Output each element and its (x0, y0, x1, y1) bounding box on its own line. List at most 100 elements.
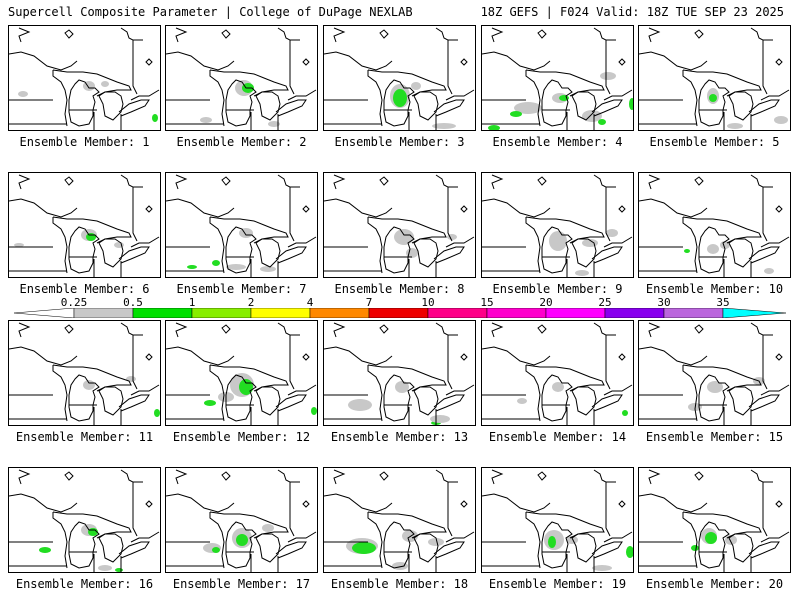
ensemble-map-13 (323, 320, 476, 426)
ensemble-member-label: Ensemble Member: 5 (649, 135, 780, 149)
ensemble-member-label: Ensemble Member: 11 (15, 430, 154, 444)
colorbar-tick-label: 15 (480, 296, 494, 309)
colorbar-segment (604, 308, 665, 318)
colorbar-tick-label: 30 (657, 296, 671, 309)
scp-contour-low (101, 81, 109, 87)
scp-contour-low (575, 270, 589, 276)
ensemble-map-14 (481, 320, 634, 426)
scp-contour-high (152, 114, 158, 122)
color-scale-bar (14, 308, 786, 318)
colorbar-left-arrow (14, 308, 75, 318)
colorbar-segment (368, 308, 429, 318)
ensemble-map-5 (638, 25, 791, 131)
colorbar-segment (191, 308, 252, 318)
scp-contour-low (406, 248, 418, 258)
map-svg (482, 174, 633, 277)
scp-contour-low (126, 376, 136, 382)
ensemble-member-label: Ensemble Member: 16 (15, 577, 154, 591)
ensemble-map-16 (8, 467, 161, 573)
ensemble-member-label: Ensemble Member: 1 (19, 135, 150, 149)
ensemble-map-11 (8, 320, 161, 426)
scp-contour-high (204, 400, 216, 406)
scp-contour-low (411, 82, 421, 90)
scp-contour-low (566, 536, 578, 544)
scp-contour-high (548, 536, 556, 548)
ensemble-member-label: Ensemble Member: 15 (645, 430, 784, 444)
map-svg (324, 322, 475, 425)
ensemble-map-18 (323, 467, 476, 573)
scp-contour-high (39, 547, 51, 553)
colorbar-segment (309, 308, 370, 318)
scp-contour-low (18, 91, 28, 97)
scp-contour-high (684, 249, 690, 253)
ensemble-map-9 (481, 172, 634, 278)
ensemble-member-label: Ensemble Member: 10 (645, 282, 784, 296)
ensemble-map-6 (8, 172, 161, 278)
ensemble-member-label: Ensemble Member: 18 (330, 577, 469, 591)
ensemble-map-19 (481, 467, 634, 573)
ensemble-map-2 (165, 25, 318, 131)
ensemble-member-label: Ensemble Member: 6 (19, 282, 150, 296)
ensemble-map-20 (638, 467, 791, 573)
scp-contour-high (187, 265, 197, 269)
ensemble-map-7 (165, 172, 318, 278)
colorbar-segment (132, 308, 193, 318)
colorbar-tick-label: 0.5 (123, 296, 143, 309)
colorbar-tick-label: 2 (247, 296, 255, 309)
scp-contour-low (600, 72, 616, 80)
map-svg (639, 174, 790, 277)
ensemble-member-label: Ensemble Member: 14 (488, 430, 627, 444)
colorbar-tick-label: 35 (716, 296, 730, 309)
map-svg (639, 322, 790, 425)
map-svg (166, 322, 317, 425)
colorbar-tick-label: 0.25 (60, 296, 88, 309)
chart-title: Supercell Composite Parameter | College … (8, 5, 413, 19)
scp-contour-high (86, 233, 96, 241)
scp-contour-low (549, 231, 567, 251)
scp-contour-low (348, 399, 372, 411)
scp-contour-low (428, 538, 444, 546)
map-svg (9, 322, 160, 425)
scp-contour-low (432, 123, 456, 129)
ensemble-map-8 (323, 172, 476, 278)
colorbar-tick-label: 4 (306, 296, 314, 309)
scp-contour-high (626, 546, 633, 558)
scp-contour-low (707, 244, 719, 254)
scp-contour-low (239, 228, 253, 238)
scp-contour-low (83, 380, 95, 390)
scp-contour-high (709, 94, 717, 102)
ensemble-map-1 (8, 25, 161, 131)
scp-contour-low (268, 121, 280, 127)
scp-contour-high (510, 111, 522, 117)
scp-contour-low (395, 381, 409, 393)
ensemble-member-label: Ensemble Member: 7 (176, 282, 307, 296)
map-svg (639, 27, 790, 130)
scp-contour-low (727, 123, 743, 129)
scp-contour-high (622, 410, 628, 416)
scp-contour-high (236, 534, 248, 546)
scp-contour-low (98, 565, 112, 571)
map-svg (324, 174, 475, 277)
colorbar-segment (427, 308, 488, 318)
map-svg (639, 469, 790, 572)
colorbar-segment (663, 308, 724, 318)
scp-contour-low (764, 268, 774, 274)
scp-contour-low (260, 266, 276, 272)
ensemble-member-label: Ensemble Member: 2 (176, 135, 307, 149)
scp-contour-low (200, 117, 212, 123)
colorbar-tick-label: 20 (539, 296, 553, 309)
ensemble-member-label: Ensemble Member: 19 (488, 577, 627, 591)
ensemble-member-label: Ensemble Member: 4 (492, 135, 623, 149)
colorbar-segment (250, 308, 311, 318)
map-svg (166, 27, 317, 130)
scp-contour-high (311, 407, 317, 415)
scp-contour-low (517, 398, 527, 404)
colorbar-tick-label: 10 (421, 296, 435, 309)
colorbar-tick-label: 7 (365, 296, 373, 309)
colorbar-tick-label: 25 (598, 296, 612, 309)
scp-contour-low (394, 229, 414, 245)
ensemble-map-3 (323, 25, 476, 131)
scp-contour-high (488, 125, 500, 130)
scp-contour-low (226, 264, 246, 270)
colorbar-segment (545, 308, 606, 318)
